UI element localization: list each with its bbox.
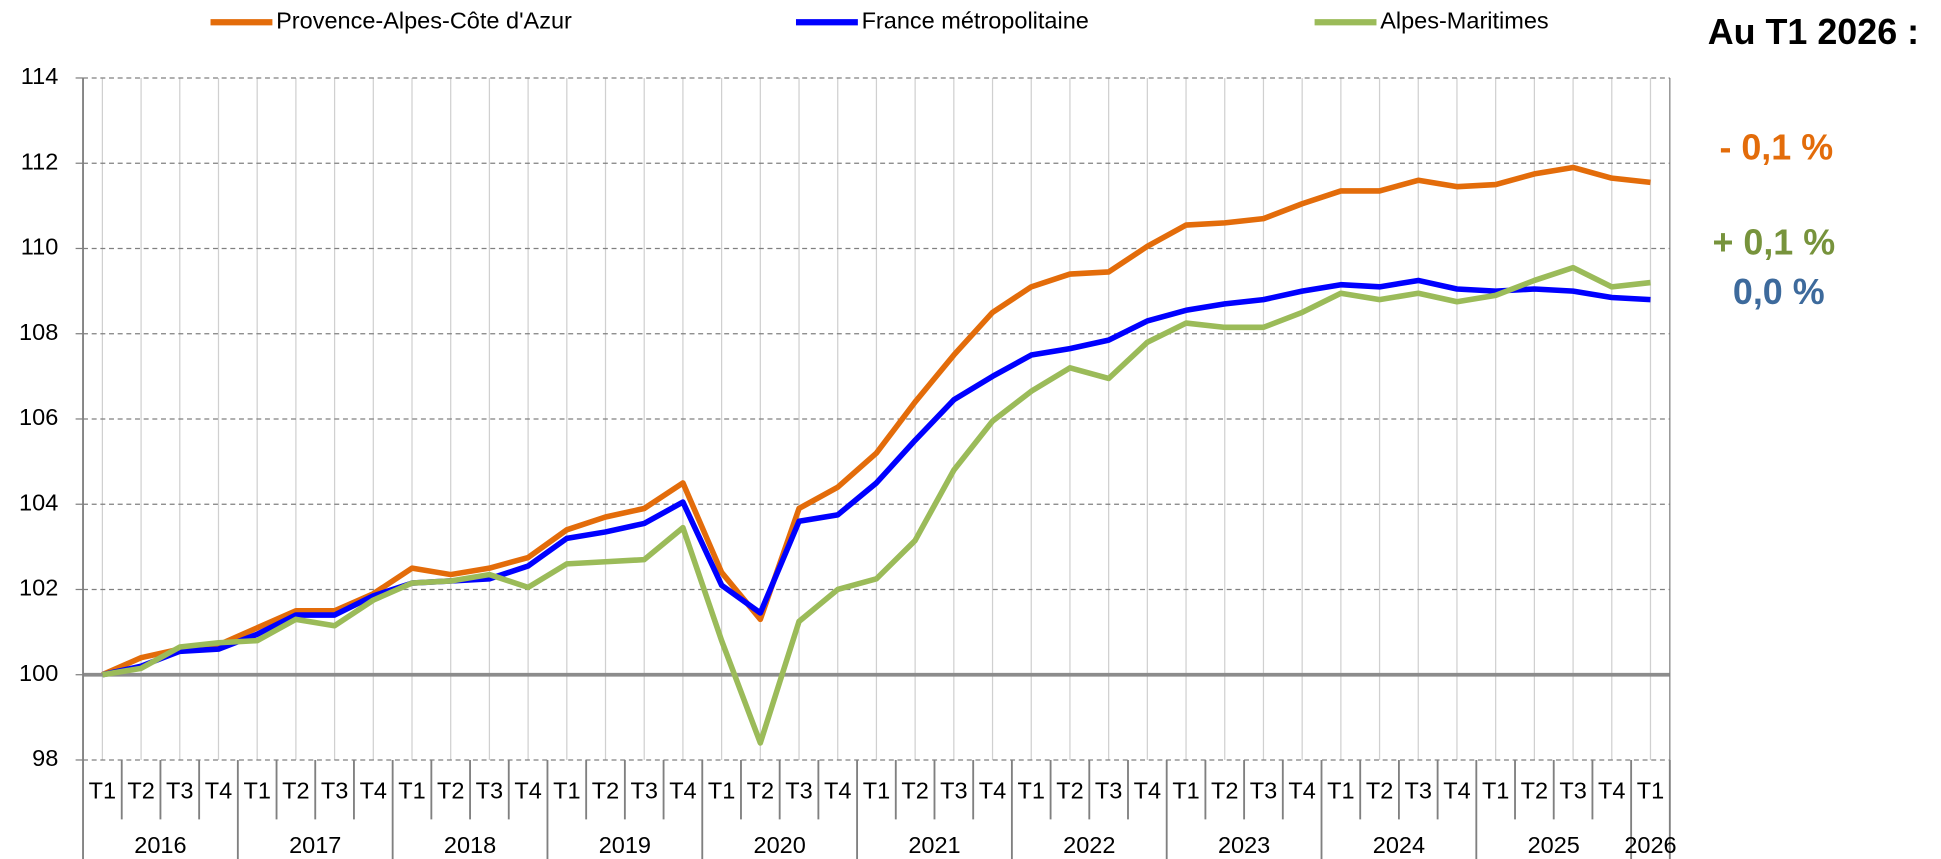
x-tick-label: T2 xyxy=(282,777,309,803)
x-tick-label: T1 xyxy=(863,777,890,803)
x-tick-label: T3 xyxy=(1559,777,1586,803)
x-tick-label: T4 xyxy=(1598,777,1625,803)
x-tick-label: T2 xyxy=(592,777,619,803)
x-tick-label: T3 xyxy=(785,777,812,803)
x-tick-label: T3 xyxy=(321,777,348,803)
x-tick-label: T1 xyxy=(89,777,116,803)
x-tick-label: T4 xyxy=(979,777,1006,803)
y-tick-label: 100 xyxy=(19,660,58,686)
x-tick-label: T4 xyxy=(1134,777,1161,803)
x-tick-label: T1 xyxy=(1172,777,1199,803)
year-label: 2016 xyxy=(134,832,186,858)
y-tick-label: 98 xyxy=(32,745,58,771)
x-tick-label: T4 xyxy=(1443,777,1470,803)
x-tick-label: T3 xyxy=(166,777,193,803)
annotation: + 0,1 % xyxy=(1712,223,1835,263)
legend-label: Provence-Alpes-Côte d'Azur xyxy=(276,7,572,33)
x-tick-label: T4 xyxy=(514,777,541,803)
y-tick-label: 112 xyxy=(21,148,58,174)
x-tick-label: T2 xyxy=(901,777,928,803)
x-tick-label: T3 xyxy=(940,777,967,803)
x-tick-label: T2 xyxy=(437,777,464,803)
x-tick-label: T2 xyxy=(1056,777,1083,803)
year-label: 2022 xyxy=(1063,832,1115,858)
year-label: 2021 xyxy=(908,832,960,858)
x-tick-label: T3 xyxy=(476,777,503,803)
x-tick-label: T1 xyxy=(1327,777,1354,803)
x-tick-label: T4 xyxy=(824,777,851,803)
x-tick-label: T1 xyxy=(553,777,580,803)
x-tick-label: T2 xyxy=(127,777,154,803)
year-label: 2025 xyxy=(1528,832,1580,858)
annotation: - 0,1 % xyxy=(1719,127,1833,167)
year-label: 2024 xyxy=(1373,832,1425,858)
year-label: 2017 xyxy=(289,832,341,858)
x-tick-label: T1 xyxy=(398,777,425,803)
y-tick-label: 104 xyxy=(19,489,58,515)
x-tick-label: T2 xyxy=(1211,777,1238,803)
legend-label: France métropolitaine xyxy=(862,7,1089,33)
x-tick-label: T3 xyxy=(630,777,657,803)
year-label: 2026 xyxy=(1624,832,1676,858)
x-tick-label: T3 xyxy=(1095,777,1122,803)
x-tick-label: T3 xyxy=(1250,777,1277,803)
x-tick-label: T3 xyxy=(1405,777,1432,803)
year-label: 2020 xyxy=(754,832,806,858)
y-tick-label: 106 xyxy=(19,404,58,430)
series-line xyxy=(101,264,1651,746)
x-tick-label: T1 xyxy=(1482,777,1509,803)
y-tick-label: 102 xyxy=(19,575,58,601)
year-label: 2019 xyxy=(599,832,651,858)
y-tick-label: 108 xyxy=(19,319,58,345)
year-label: 2023 xyxy=(1218,832,1270,858)
x-tick-label: T2 xyxy=(1521,777,1548,803)
x-tick-label: T4 xyxy=(205,777,232,803)
x-tick-label: T1 xyxy=(1018,777,1045,803)
y-tick-label: 110 xyxy=(21,234,58,260)
year-label: 2018 xyxy=(444,832,496,858)
x-tick-label: T2 xyxy=(1366,777,1393,803)
annotation: 0,0 % xyxy=(1733,272,1825,312)
legend-label: Alpes-Maritimes xyxy=(1380,7,1548,33)
x-tick-label: T4 xyxy=(360,777,387,803)
y-tick-label: 114 xyxy=(21,63,58,89)
annotation: Au T1 2026 : xyxy=(1708,12,1919,52)
x-tick-label: T2 xyxy=(747,777,774,803)
x-tick-label: T1 xyxy=(1637,777,1664,803)
x-tick-label: T1 xyxy=(243,777,270,803)
x-tick-label: T4 xyxy=(1288,777,1315,803)
series-line xyxy=(101,277,1651,678)
x-tick-label: T1 xyxy=(708,777,735,803)
x-tick-label: T4 xyxy=(669,777,696,803)
